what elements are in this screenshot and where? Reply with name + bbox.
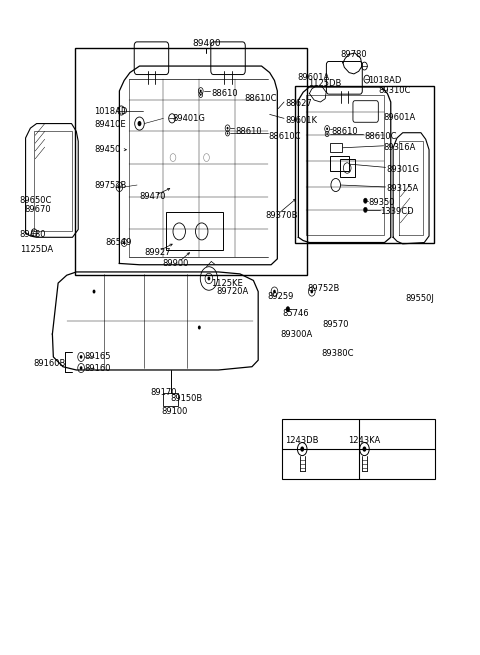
Text: 88610: 88610 (331, 127, 358, 136)
Text: 89900: 89900 (162, 259, 189, 268)
Text: 89259: 89259 (268, 291, 294, 301)
Bar (295, 86, 434, 242)
Text: 1339CD: 1339CD (380, 207, 414, 215)
Circle shape (326, 133, 328, 135)
Text: 1125DA: 1125DA (20, 244, 53, 253)
Text: 89670: 89670 (24, 206, 51, 214)
Circle shape (200, 94, 202, 96)
Circle shape (311, 290, 313, 293)
Text: 89380C: 89380C (322, 349, 354, 358)
Circle shape (363, 207, 367, 212)
Circle shape (362, 447, 366, 452)
Text: 89601A: 89601A (298, 73, 330, 83)
Bar (282, 419, 435, 479)
Text: 89160: 89160 (84, 364, 111, 373)
Text: 86549: 86549 (105, 238, 132, 247)
Text: 89752B: 89752B (94, 181, 126, 189)
Circle shape (138, 121, 142, 126)
Bar (330, 143, 342, 153)
Text: 89370B: 89370B (265, 210, 298, 219)
Text: 89780: 89780 (340, 50, 367, 59)
Circle shape (286, 307, 290, 312)
Circle shape (200, 90, 202, 92)
Text: 89601K: 89601K (286, 116, 317, 125)
Text: 89160B: 89160B (33, 359, 66, 368)
Text: 89310C: 89310C (379, 86, 411, 96)
Text: 89601A: 89601A (384, 113, 416, 122)
Text: 1243KA: 1243KA (348, 436, 381, 445)
Bar (75, 48, 307, 275)
Circle shape (198, 326, 201, 329)
Text: 89550J: 89550J (405, 293, 434, 303)
Text: 89410E: 89410E (94, 121, 126, 130)
Circle shape (300, 447, 304, 452)
Text: 1125KE: 1125KE (211, 278, 243, 288)
Text: 88610C: 88610C (364, 132, 397, 141)
Text: 1018AD: 1018AD (94, 107, 127, 117)
Text: 89401G: 89401G (172, 114, 205, 123)
Text: 89170: 89170 (150, 388, 177, 398)
Text: 89752B: 89752B (307, 284, 339, 293)
Text: 89100: 89100 (161, 407, 187, 416)
Text: 88610: 88610 (235, 127, 262, 136)
Text: 1125DB: 1125DB (309, 79, 342, 88)
Text: 89927: 89927 (144, 248, 171, 257)
Bar (330, 157, 349, 171)
Text: 89300A: 89300A (281, 329, 313, 339)
Circle shape (363, 198, 367, 203)
Circle shape (326, 128, 328, 130)
Bar (163, 393, 178, 406)
Circle shape (93, 290, 96, 293)
Circle shape (80, 355, 83, 359)
Text: 1243DB: 1243DB (286, 436, 319, 445)
Text: 89720A: 89720A (216, 287, 248, 296)
Text: 89316A: 89316A (384, 143, 416, 152)
Text: 89350: 89350 (368, 198, 395, 206)
Circle shape (118, 185, 121, 189)
Text: 88610C: 88610C (245, 94, 277, 103)
Circle shape (207, 276, 210, 280)
Text: 89301G: 89301G (386, 165, 419, 174)
Text: 88627: 88627 (286, 99, 312, 108)
Circle shape (273, 290, 276, 293)
Bar (166, 212, 223, 250)
Text: 89315A: 89315A (386, 185, 418, 193)
Text: 89650C: 89650C (20, 196, 52, 204)
Text: 89450: 89450 (94, 145, 120, 154)
Text: 88610C: 88610C (269, 132, 301, 141)
Text: 1018AD: 1018AD (368, 76, 402, 85)
Bar (306, 96, 384, 234)
Bar (339, 159, 355, 177)
Circle shape (80, 366, 83, 370)
Text: 89470: 89470 (140, 193, 166, 201)
Text: 89165: 89165 (84, 352, 111, 362)
Text: 89570: 89570 (323, 320, 349, 329)
Text: 89150B: 89150B (170, 394, 203, 403)
Circle shape (227, 127, 228, 130)
Circle shape (227, 132, 228, 134)
Text: 89480: 89480 (20, 229, 47, 238)
Circle shape (123, 241, 125, 244)
Text: 88610: 88610 (211, 89, 238, 98)
Text: 85746: 85746 (282, 309, 309, 318)
Text: 89400: 89400 (192, 39, 221, 48)
